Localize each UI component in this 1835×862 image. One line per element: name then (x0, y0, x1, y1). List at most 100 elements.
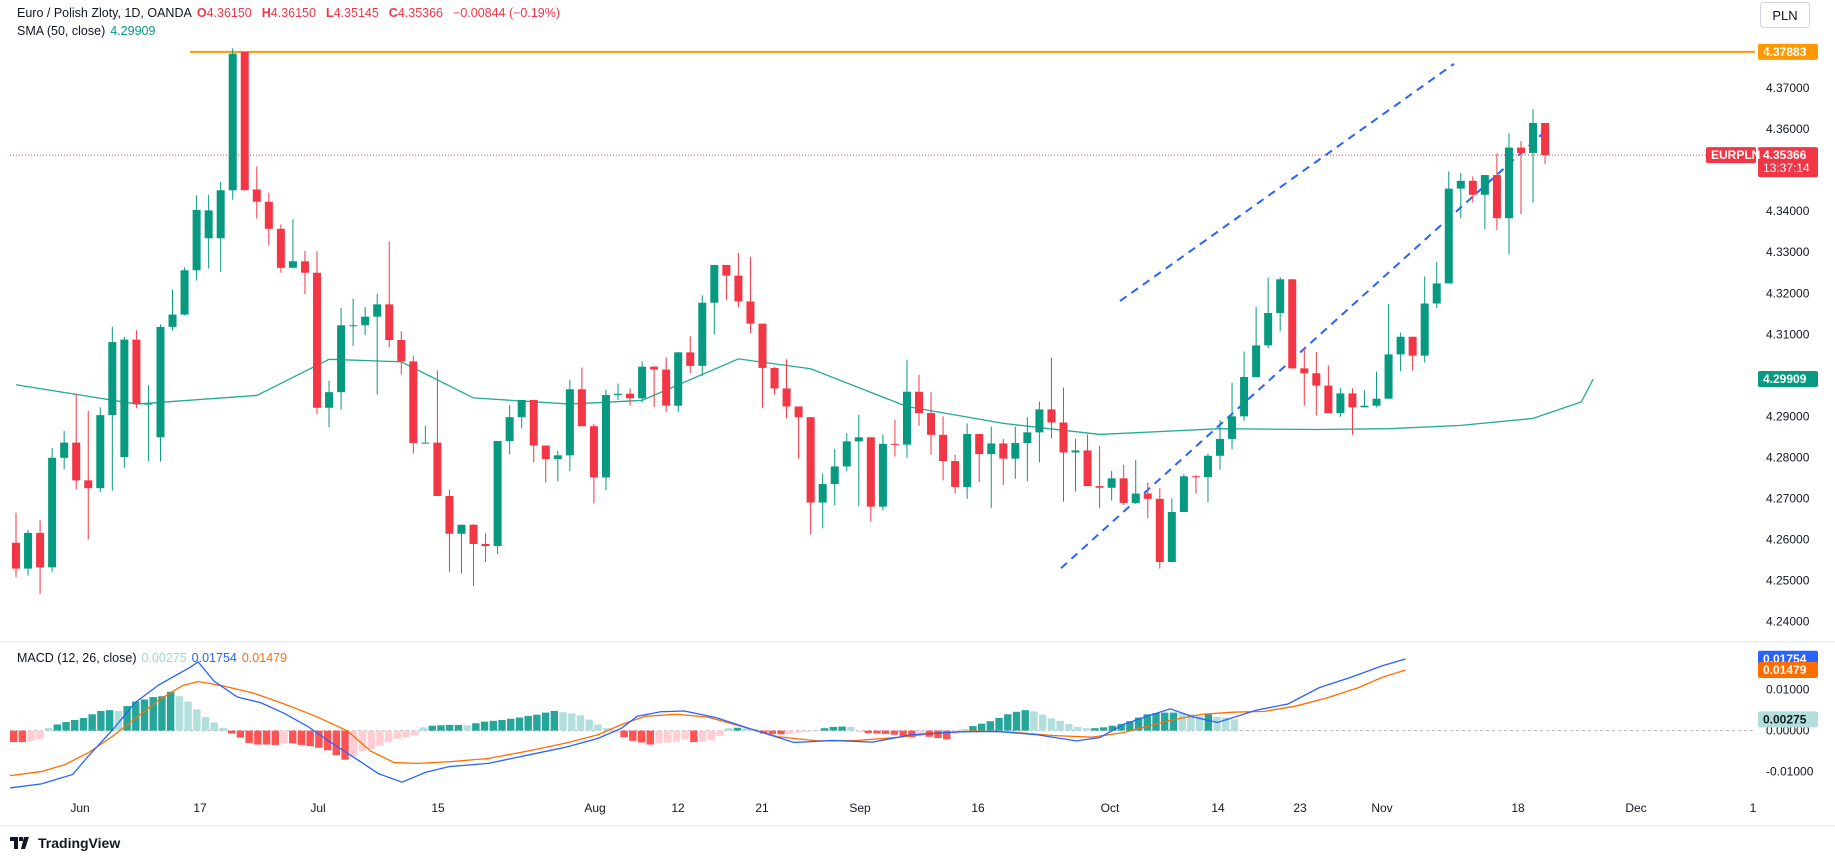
candle-body (1071, 450, 1080, 453)
macd-histogram-bar (969, 726, 977, 731)
candle-body (1336, 393, 1345, 414)
time-axis-label: Oct (1101, 801, 1120, 815)
macd-histogram-bar (655, 730, 663, 744)
ohlc-open: O4.36150 (196, 6, 252, 20)
price-label: 4.29909 (1758, 371, 1818, 388)
price-axis-tick: 4.37000 (1766, 81, 1810, 95)
candle-body (1228, 416, 1237, 439)
candle-body (457, 524, 466, 534)
macd-histogram-bar (524, 715, 532, 731)
macd-histogram-bar (559, 712, 567, 731)
candle-body (204, 210, 213, 239)
candle-body (84, 480, 93, 489)
candle-body (830, 466, 839, 485)
macd-histogram-bar (882, 730, 890, 734)
macd-histogram-bar (97, 710, 105, 731)
macd-legend: MACD (12, 26, close) 0.00275 0.01754 0.0147… (17, 651, 292, 665)
price-label-bg (1758, 371, 1818, 388)
macd-histogram-bar (411, 730, 419, 736)
candle-body (1155, 498, 1164, 563)
macd-histogram-bar (1038, 714, 1047, 731)
candle-body (662, 369, 671, 406)
candle-body (1468, 180, 1477, 195)
tradingview-logo[interactable]: TradingView (10, 835, 120, 851)
candle-body (589, 426, 598, 478)
price-axis-tick: 4.28000 (1766, 450, 1810, 464)
candle-body (1095, 486, 1104, 488)
macd-axis-tick: -0.01000 (1766, 765, 1814, 779)
macd-histogram-bar (725, 728, 733, 731)
price-axis-tick: 4.24000 (1766, 615, 1810, 629)
macd-histogram-bar (184, 701, 192, 731)
candles-group (12, 48, 1550, 595)
candle-body (144, 403, 153, 405)
macd-histogram-bar (236, 730, 245, 738)
macd-histogram-bar (541, 712, 550, 731)
macd-histogram-bar (568, 713, 576, 731)
candle-body (433, 442, 442, 496)
candle-body (1011, 443, 1020, 459)
macd-histogram-bar (437, 725, 445, 731)
candle-body (1300, 368, 1309, 374)
macd-histogram-bar (716, 730, 724, 736)
macd-histogram-bar (594, 724, 602, 731)
macd-histogram-bar (977, 723, 986, 731)
price-axis-tick: 4.29000 (1766, 409, 1810, 423)
candle-body (1059, 422, 1068, 453)
macd-histogram-bar (620, 730, 628, 738)
macd-histogram-bar (480, 721, 489, 731)
candle-body (553, 455, 562, 460)
symbol-price-tag-bg (1706, 147, 1756, 164)
macd-histogram-bar (367, 730, 375, 750)
macd-histogram-bar (489, 720, 497, 731)
macd-histogram-bar (1100, 727, 1108, 731)
candle-body (48, 457, 57, 568)
candle-body (373, 304, 382, 317)
candle-body (902, 391, 911, 445)
candle-body (541, 445, 550, 460)
currency-button[interactable]: PLN (1760, 2, 1810, 28)
candle-body (36, 532, 45, 568)
candle-body (758, 323, 767, 368)
macd-histogram-bar (550, 710, 559, 731)
macd-histogram-bar (995, 717, 1003, 731)
macd-value-label: 0.00275 (1758, 711, 1818, 728)
macd-histogram-bar (803, 730, 811, 732)
candle-body (565, 389, 574, 456)
macd-label: MACD (12, 26, close) (17, 651, 137, 665)
sma-line (15, 358, 1594, 436)
candle-body (469, 524, 478, 544)
candle-body (1384, 354, 1393, 399)
candle-body (192, 209, 201, 271)
candle-body (361, 316, 370, 326)
symbol-legend: Euro / Polish Zloty, 1D, OANDA O4.36150 H4… (17, 6, 565, 20)
macd-histogram-bar (472, 723, 480, 731)
macd-histogram-bar (1004, 714, 1012, 731)
macd-histogram-bar (306, 730, 314, 747)
candle-body (710, 264, 719, 303)
trendline (1060, 132, 1544, 569)
candle-body (216, 190, 225, 239)
candle-body (1167, 511, 1176, 563)
candle-body (240, 51, 249, 191)
macd-signal-line (9, 669, 1406, 777)
candle-body (337, 325, 346, 393)
macd-histogram-bar (943, 730, 951, 740)
candle-body (24, 532, 33, 569)
macd-histogram-bar (742, 728, 750, 731)
macd-histogram-bar (1169, 712, 1178, 731)
macd-histogram-bar (358, 730, 367, 752)
macd-histogram-bar (219, 727, 227, 731)
macd-histogram-bar (507, 718, 515, 731)
sma-value: 4.29909 (110, 24, 156, 38)
macd-histogram-bar (672, 730, 681, 742)
macd-histogram-bar (1065, 724, 1073, 731)
candle-body (529, 399, 538, 446)
candle-body (1047, 409, 1056, 423)
macd-histogram-bar (210, 722, 218, 731)
candle-body (1023, 432, 1032, 444)
candle-body (1216, 438, 1224, 456)
macd-line (9, 658, 1406, 789)
time-axis-label: 17 (193, 801, 207, 815)
